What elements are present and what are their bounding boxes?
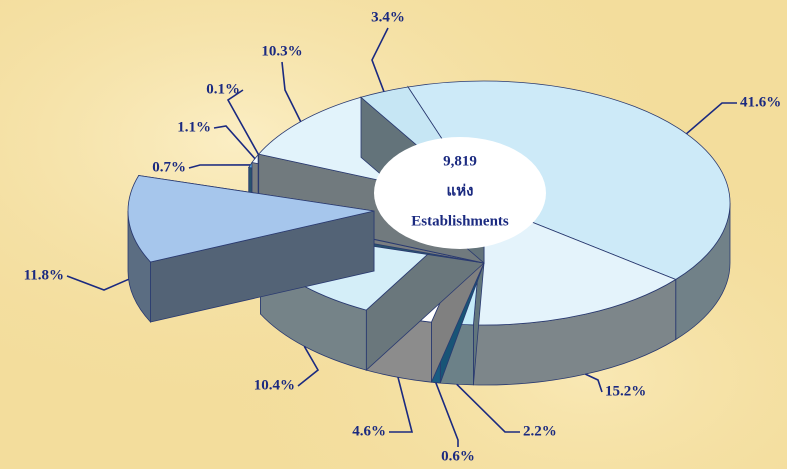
- value-label: 15.2%: [605, 383, 646, 399]
- center-ellipse: [374, 137, 546, 249]
- labels: 41.6% 15.2% 2.2% 0.6% 4.6% 10.4% 11.8% 0.7% 1.1%…: [24, 9, 782, 464]
- value-label: 41.6%: [740, 94, 781, 110]
- leader-line: [585, 373, 603, 393]
- leader-line: [685, 102, 737, 135]
- leader-line: [281, 61, 302, 122]
- leader-line: [456, 383, 520, 433]
- value-label: 4.6%: [352, 423, 386, 439]
- leader-line: [188, 164, 251, 169]
- value-label: 2.2%: [523, 423, 557, 439]
- value-label: 0.7%: [152, 159, 186, 175]
- value-label: 10.3%: [261, 43, 302, 59]
- leader-line: [213, 125, 256, 160]
- leader-line: [371, 27, 389, 92]
- leader-line: [435, 382, 459, 447]
- leader-line: [66, 275, 129, 291]
- value-label: 10.4%: [254, 377, 295, 393]
- value-label: 1.1%: [177, 119, 211, 135]
- value-label: 3.4%: [371, 9, 405, 25]
- leader-line: [389, 377, 414, 433]
- center-unit: แห่ง: [447, 182, 474, 199]
- slice: [127, 175, 375, 263]
- slice: [407, 80, 731, 280]
- slice: [472, 202, 677, 326]
- value-label: 0.6%: [441, 448, 475, 464]
- center-caption: Establishments: [411, 213, 509, 229]
- leader-line: [226, 89, 260, 155]
- center-count: 9,819: [443, 153, 477, 169]
- value-label: 0.1%: [206, 81, 240, 97]
- value-label: 11.8%: [24, 267, 64, 283]
- leader-line: [297, 345, 320, 387]
